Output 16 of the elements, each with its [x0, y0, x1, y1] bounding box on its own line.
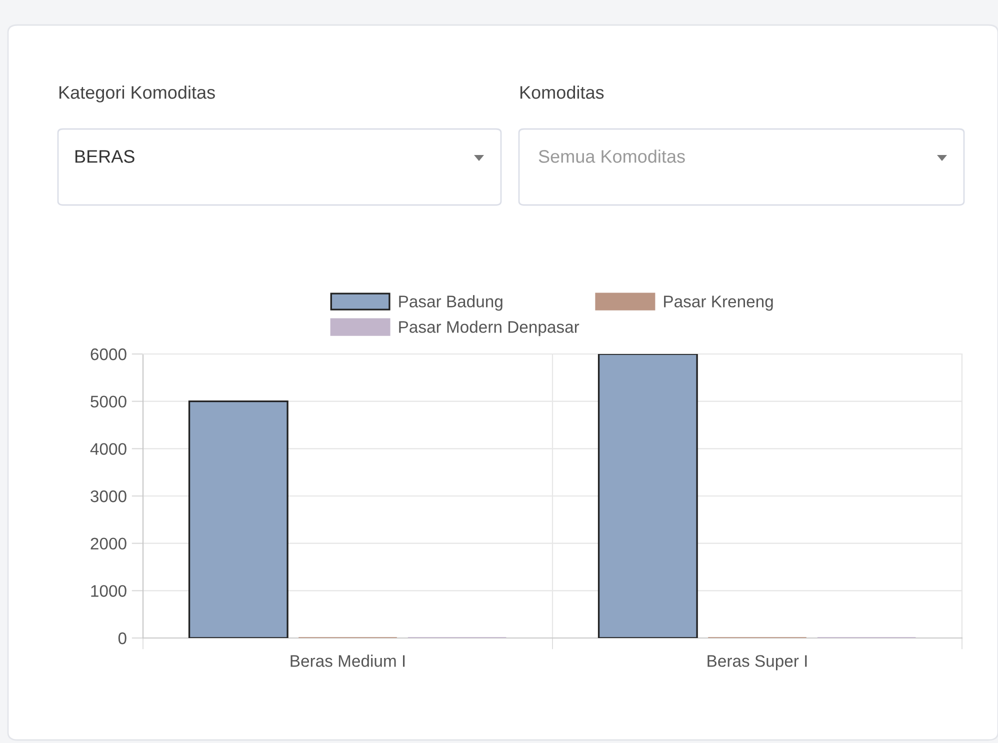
x-tick-label: Beras Medium I	[290, 654, 405, 667]
legend-label: Pasar Kreneng	[664, 296, 773, 311]
legend-label: Pasar Badung	[399, 295, 502, 311]
text: BERAS	[75, 150, 134, 163]
legend-label: Pasar Modern Denpasar	[399, 320, 580, 336]
text: Kategori Komoditas	[59, 86, 215, 102]
y-tick-label: 1000	[91, 585, 126, 597]
y-tick-label: 3000	[90, 490, 126, 502]
x-tick-label: Beras Super I	[708, 655, 807, 670]
text: Komoditas	[520, 86, 604, 99]
text: Semua Komoditas	[538, 150, 685, 163]
y-tick-label: 4000	[90, 443, 126, 455]
y-tick-label: 2000	[90, 538, 126, 550]
y-tick-label: 5000	[90, 396, 126, 408]
y-tick-label: 6000	[90, 348, 126, 360]
y-tick-label: 0	[118, 632, 126, 644]
